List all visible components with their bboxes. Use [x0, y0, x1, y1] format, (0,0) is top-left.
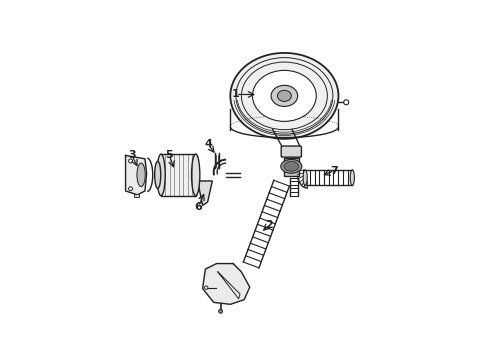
- Circle shape: [128, 187, 132, 191]
- Ellipse shape: [350, 170, 354, 185]
- Ellipse shape: [157, 154, 165, 195]
- Ellipse shape: [192, 154, 200, 195]
- Text: 4: 4: [204, 139, 212, 149]
- Ellipse shape: [281, 159, 302, 173]
- Bar: [134, 194, 140, 197]
- Bar: [161, 154, 196, 195]
- Ellipse shape: [252, 70, 316, 121]
- Bar: [284, 158, 299, 176]
- Text: 6: 6: [195, 202, 202, 212]
- Circle shape: [204, 286, 208, 289]
- Ellipse shape: [137, 163, 145, 186]
- Circle shape: [343, 100, 349, 105]
- Ellipse shape: [303, 170, 307, 185]
- Circle shape: [219, 309, 222, 313]
- Circle shape: [128, 159, 132, 163]
- FancyBboxPatch shape: [281, 146, 301, 157]
- Ellipse shape: [271, 85, 298, 107]
- Polygon shape: [197, 181, 212, 205]
- Polygon shape: [203, 264, 250, 304]
- Ellipse shape: [277, 90, 292, 102]
- Ellipse shape: [230, 53, 339, 139]
- Text: 7: 7: [330, 166, 338, 176]
- Text: 3: 3: [128, 150, 136, 161]
- Text: 1: 1: [232, 90, 240, 99]
- Text: 5: 5: [166, 150, 173, 161]
- Text: 2: 2: [265, 220, 273, 230]
- Polygon shape: [125, 156, 147, 195]
- Ellipse shape: [155, 161, 161, 188]
- Ellipse shape: [284, 162, 299, 171]
